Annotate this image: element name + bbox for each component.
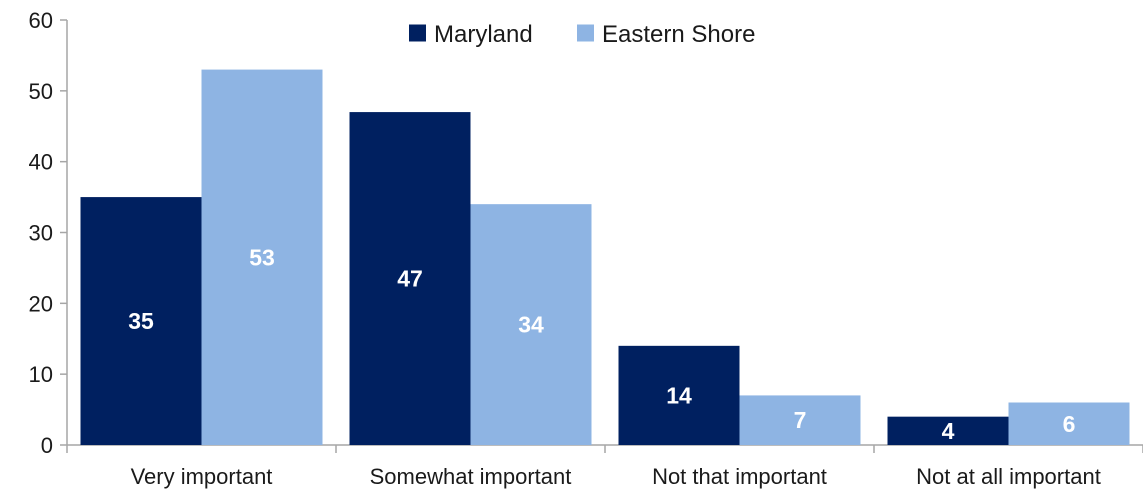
data-label: 14 [666, 382, 692, 408]
legend-label: Maryland [434, 21, 533, 48]
bar [470, 204, 592, 445]
data-label: 6 [1063, 411, 1076, 437]
legend-label: Eastern Shore [602, 21, 755, 48]
y-tick-label: 10 [29, 362, 53, 387]
bar [80, 197, 202, 445]
x-tick-label: Very important [131, 464, 273, 489]
y-tick-label: 20 [29, 291, 53, 316]
bar [618, 345, 740, 445]
data-label: 53 [249, 244, 275, 270]
bar [349, 112, 471, 445]
bar [739, 395, 861, 445]
legend-swatch [577, 24, 594, 42]
legend: Maryland Eastern Shore [409, 21, 755, 48]
data-label: 34 [518, 312, 544, 338]
y-tick-label: 0 [41, 433, 53, 458]
y-tick-label: 40 [29, 150, 53, 175]
data-label: 47 [397, 266, 423, 292]
bar [887, 416, 1009, 445]
y-tick-label: 50 [29, 79, 53, 104]
x-tick-label: Not that important [652, 464, 827, 489]
x-axis: Very important Somewhat important Not that… [66, 444, 1143, 489]
data-label: 35 [128, 308, 154, 334]
bar [201, 69, 323, 445]
y-tick-label: 60 [29, 8, 53, 33]
legend-swatch [409, 24, 426, 42]
bar [1008, 402, 1130, 445]
y-tick-label: 30 [29, 221, 53, 246]
data-label: 7 [794, 407, 807, 433]
bars: 35 47 14 4 53 34 7 6 [80, 69, 1130, 445]
x-tick-label: Somewhat important [370, 464, 572, 489]
x-tick-label: Not at all important [916, 464, 1101, 489]
data-label: 4 [942, 418, 955, 444]
y-axis: 0 10 20 30 40 50 60 [29, 8, 68, 458]
